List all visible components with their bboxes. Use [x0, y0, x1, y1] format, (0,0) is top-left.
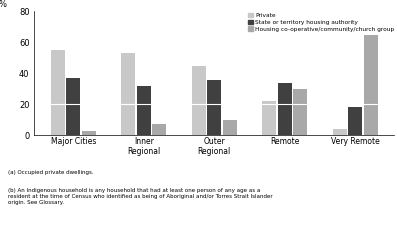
Bar — [223, 120, 237, 135]
Bar — [66, 104, 81, 135]
Bar — [364, 104, 378, 135]
Legend: Private, State or territory housing authority, Housing co-operative/community/ch: Private, State or territory housing auth… — [249, 13, 395, 32]
Bar — [207, 79, 221, 104]
Bar — [51, 50, 65, 104]
Bar — [82, 131, 96, 135]
Bar — [121, 53, 135, 104]
Bar — [278, 83, 292, 104]
Bar — [137, 86, 151, 104]
Bar — [66, 78, 81, 104]
Bar — [262, 104, 276, 135]
Bar — [152, 124, 166, 135]
Text: (a) Occupied private dwellings.: (a) Occupied private dwellings. — [8, 170, 94, 175]
Bar — [137, 104, 151, 135]
Bar — [364, 35, 378, 104]
Bar — [293, 104, 307, 135]
Bar — [348, 107, 362, 135]
Bar — [207, 104, 221, 135]
Bar — [293, 89, 307, 104]
Bar — [121, 104, 135, 135]
Bar — [192, 104, 206, 135]
Bar — [278, 104, 292, 135]
Text: (b) An Indigenous household is any household that had at least one person of any: (b) An Indigenous household is any house… — [8, 188, 273, 205]
Bar — [333, 129, 347, 135]
Bar — [51, 104, 65, 135]
Y-axis label: %: % — [0, 0, 6, 9]
Bar — [262, 101, 276, 104]
Bar — [192, 66, 206, 104]
